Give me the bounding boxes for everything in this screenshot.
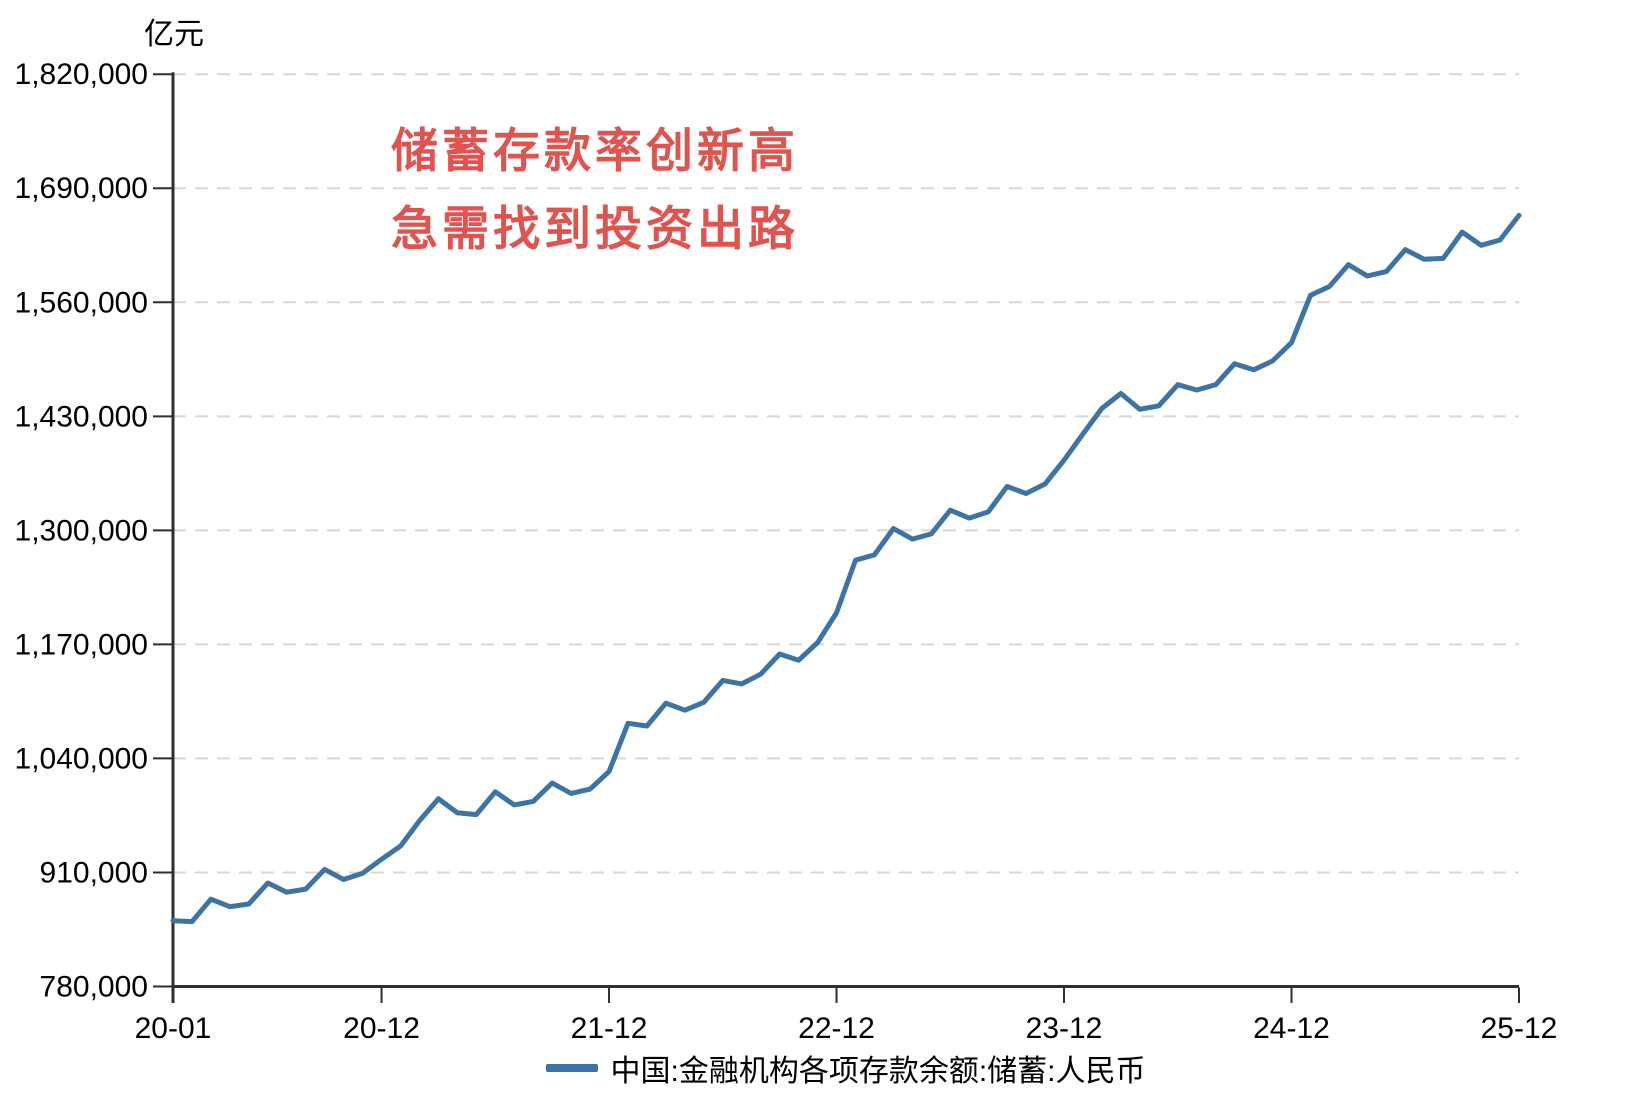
y-tick-label: 1,690,000 (15, 172, 148, 205)
annotation-line-2: 急需找到投资出路 (391, 202, 799, 255)
x-tick-label: 22-12 (798, 1012, 875, 1045)
y-tick-label: 780,000 (40, 971, 148, 1004)
x-tick-label: 24-12 (1253, 1012, 1330, 1045)
legend: 中国:金融机构各项存款余额:储蓄:人民币 (173, 1048, 1519, 1088)
annotation-title: 储蓄存款率创新高 急需找到投资出路 (295, 112, 895, 268)
y-tick-label: 910,000 (40, 856, 148, 889)
x-tick-label: 25-12 (1481, 1012, 1558, 1045)
x-tick-label: 23-12 (1026, 1012, 1103, 1045)
legend-line-swatch (546, 1064, 599, 1072)
y-tick-label: 1,300,000 (15, 514, 148, 547)
y-tick-label: 1,040,000 (15, 742, 148, 775)
y-tick-label: 1,170,000 (15, 628, 148, 661)
annotation-line-1: 储蓄存款率创新高 (391, 124, 799, 177)
legend-series-label[interactable]: 中国:金融机构各项存款余额:储蓄:人民币 (610, 1055, 1146, 1088)
series-line (170, 212, 1522, 925)
x-tick-label: 20-12 (343, 1012, 420, 1045)
x-tick-label: 21-12 (571, 1012, 648, 1045)
y-tick-label: 1,430,000 (15, 400, 148, 433)
y-tick-label: 1,820,000 (15, 58, 148, 91)
x-tick-label: 20-01 (135, 1012, 212, 1045)
y-axis-unit-label: 亿元 (144, 18, 204, 51)
y-tick-label: 1,560,000 (15, 286, 148, 319)
